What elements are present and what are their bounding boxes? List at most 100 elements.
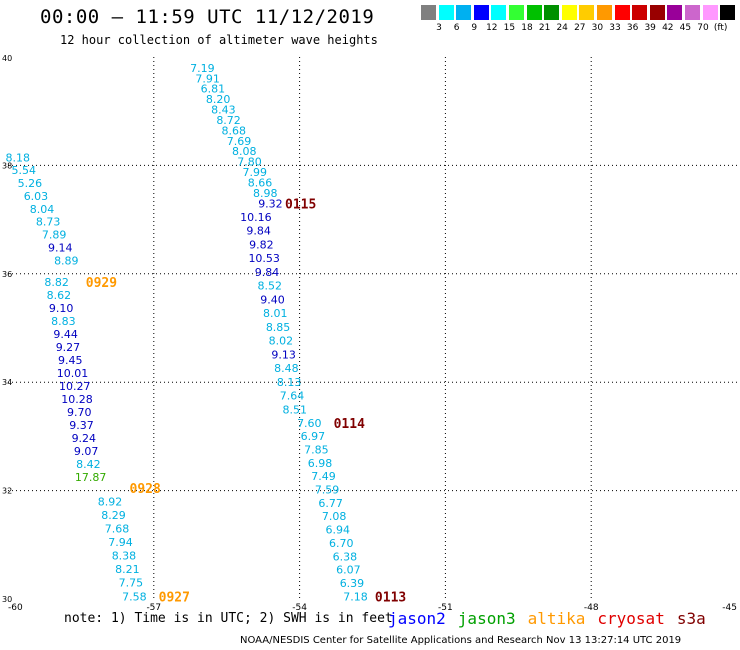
wave-height-point: 5.54 xyxy=(12,164,37,177)
wave-height-point: 8.85 xyxy=(266,321,291,334)
wave-height-point: 8.21 xyxy=(115,563,140,576)
wave-height-point: 6.77 xyxy=(318,497,343,510)
chart-title: 00:00 – 11:59 UTC 11/12/2019 xyxy=(40,6,375,28)
wave-height-point: 9.24 xyxy=(72,432,97,445)
scale-swatch xyxy=(720,5,736,20)
scale-swatch xyxy=(544,5,560,20)
wave-height-point: 10.53 xyxy=(248,252,280,265)
wave-height-point: 8.48 xyxy=(274,362,299,375)
scale-label: 21 xyxy=(538,23,551,33)
scale-label: 39 xyxy=(644,23,656,33)
scale-label: 45 xyxy=(679,23,692,33)
pass-time-label: 0114 xyxy=(334,417,365,432)
scale-swatch xyxy=(509,5,524,20)
wave-height-point: 9.84 xyxy=(255,266,280,279)
scale-label: 9 xyxy=(471,23,478,33)
wave-height-point: 6.70 xyxy=(329,537,354,550)
scale-unit: (ft) xyxy=(713,23,728,33)
mission-cryosat: cryosat xyxy=(597,609,665,628)
wave-height-point: 8.08 xyxy=(232,145,257,158)
wave-height-point: 9.13 xyxy=(271,348,296,361)
wave-height-point: 7.75 xyxy=(119,577,144,590)
scale-label: 27 xyxy=(574,23,586,33)
wave-height-point: 8.68 xyxy=(222,124,247,137)
wave-height-point: 8.04 xyxy=(30,203,55,216)
wave-height-point: 8.02 xyxy=(269,335,294,348)
scale-label: 36 xyxy=(626,23,639,33)
wave-height-point: 8.01 xyxy=(263,307,288,320)
mission-altika: altika xyxy=(527,609,586,628)
wave-height-point: 6.97 xyxy=(301,430,326,443)
wave-height-point: 7.68 xyxy=(105,523,130,536)
scale-label: 70 xyxy=(697,23,709,33)
wave-height-point: 6.98 xyxy=(308,457,333,470)
wave-height-point: 17.87 xyxy=(75,471,107,484)
mission-legend: jason2 jason3 altika cryosat s3a xyxy=(388,609,718,628)
wave-height-point: 8.83 xyxy=(51,315,76,328)
footer-note: note: 1) Time is in UTC; 2) SWH is in fe… xyxy=(64,611,393,626)
wave-height-point: 6.07 xyxy=(336,564,361,577)
scale-swatch xyxy=(632,5,648,20)
wave-height-point: 6.81 xyxy=(201,83,226,96)
scale-swatch xyxy=(685,5,700,20)
wave-height-point: 7.89 xyxy=(42,229,67,242)
y-tick-label: 32 xyxy=(2,487,12,496)
scale-swatch xyxy=(702,5,718,20)
wave-height-point: 10.28 xyxy=(61,393,93,406)
wave-height-point: 7.49 xyxy=(311,470,336,483)
pass-time-label: 0928 xyxy=(130,482,161,497)
scale-swatch xyxy=(579,5,595,20)
x-tick-label: -45 xyxy=(722,603,737,613)
wave-height-point: 7.91 xyxy=(195,72,220,85)
wave-height-point: 10.27 xyxy=(59,380,91,393)
mission-s3a: s3a xyxy=(676,609,706,628)
x-tick-label: -54 xyxy=(292,603,307,613)
scale-label: 3 xyxy=(436,23,442,33)
wave-height-point: 7.94 xyxy=(108,536,133,549)
y-tick-label: 38 xyxy=(2,161,12,170)
x-tick-label: -60 xyxy=(8,603,23,613)
wave-height-point: 8.98 xyxy=(253,187,278,200)
pass-time-label: 0929 xyxy=(86,276,117,291)
scale-swatch xyxy=(614,5,630,20)
scale-label: 30 xyxy=(591,23,604,33)
wave-height-point: 9.32 xyxy=(258,197,283,210)
scale-label: 6 xyxy=(453,23,460,33)
wave-height-point: 7.18 xyxy=(343,590,368,603)
wave-height-point: 8.20 xyxy=(206,93,231,106)
scale-swatch xyxy=(526,5,542,20)
wave-height-point: 9.07 xyxy=(74,445,99,458)
wave-height-point: 9.14 xyxy=(48,241,73,254)
wave-height-point: 8.73 xyxy=(36,216,61,229)
y-tick-label: 40 xyxy=(2,54,12,63)
x-tick-label: -48 xyxy=(584,603,599,613)
wave-height-point: 8.38 xyxy=(112,550,137,563)
x-tick-label: -57 xyxy=(146,603,161,613)
wave-height-point: 9.45 xyxy=(58,354,83,367)
pass-time-label: 0113 xyxy=(375,590,406,605)
wave-height-point: 8.66 xyxy=(248,176,273,189)
scale-swatch xyxy=(649,5,665,20)
chart-subtitle: 12 hour collection of altimeter wave hei… xyxy=(60,33,378,47)
mission-jason2: jason2 xyxy=(388,609,446,628)
mission-jason3: jason3 xyxy=(457,609,516,628)
wave-height-point: 9.10 xyxy=(49,302,74,315)
wave-height-point: 8.82 xyxy=(44,276,69,289)
wave-height-point: 7.99 xyxy=(242,166,267,179)
y-tick-label: 36 xyxy=(2,270,12,279)
wave-height-point: 7.58 xyxy=(122,590,147,603)
wave-height-point: 7.59 xyxy=(315,484,340,497)
wave-height-point: 8.13 xyxy=(277,376,302,389)
wave-height-point: 6.38 xyxy=(333,550,358,563)
wave-height-point: 8.72 xyxy=(216,114,241,127)
wave-height-point: 7.08 xyxy=(322,510,347,523)
scale-label: 15 xyxy=(503,23,516,33)
wave-height-point: 6.94 xyxy=(325,524,350,537)
wave-height-point: 9.37 xyxy=(69,419,94,432)
wave-height-point: 7.60 xyxy=(297,417,322,430)
wave-height-point: 8.52 xyxy=(257,280,282,293)
scale-label: 42 xyxy=(662,23,674,33)
scale-swatch xyxy=(421,5,436,20)
wave-height-point: 8.42 xyxy=(76,458,101,471)
